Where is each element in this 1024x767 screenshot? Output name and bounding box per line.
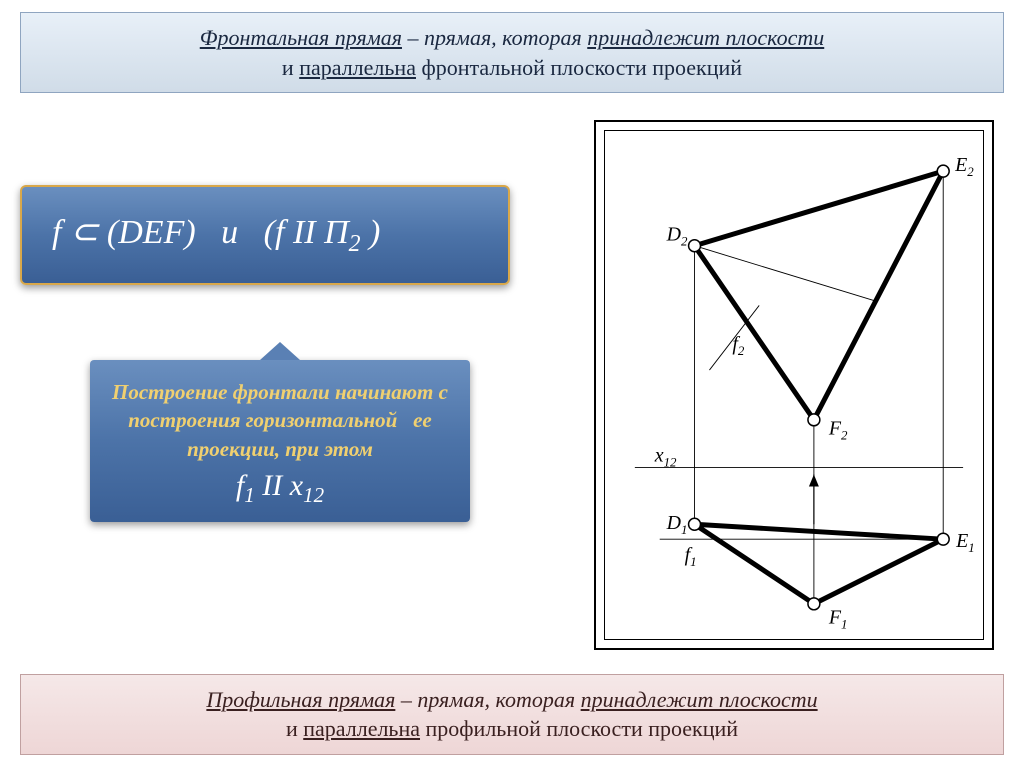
belongs: принадлежит плоскости (587, 25, 824, 50)
parallel: параллельна (299, 55, 416, 80)
parallel: параллельна (303, 716, 420, 741)
formula-box: f ⊂ (DEF) u (f II П2 ) (20, 185, 510, 285)
term: Профильная прямая (206, 687, 395, 712)
term: Фронтальная прямая (200, 25, 402, 50)
svg-text:E1: E1 (955, 530, 975, 555)
definition-banner-profile: Профильная прямая – прямая, которая прин… (20, 674, 1004, 755)
formula-math: f ⊂ (DEF) u (f II П2 ) (52, 212, 380, 258)
construction-note: Построение фронтали начинают с построени… (90, 360, 470, 522)
svg-text:F1: F1 (828, 607, 848, 632)
svg-text:f2: f2 (732, 333, 745, 358)
svg-text:x12: x12 (654, 445, 677, 470)
belongs: принадлежит плоскости (581, 687, 818, 712)
svg-text:E2: E2 (954, 154, 974, 179)
svg-text:D1: D1 (666, 512, 688, 537)
diagram-panel: E2 D2 F2 f2 x12 D1 E1 F1 f1 (594, 120, 994, 650)
definition-banner-frontal: Фронтальная прямая – прямая, которая при… (20, 12, 1004, 93)
note-equation: f1 II x12 (110, 469, 450, 508)
svg-text:F2: F2 (828, 418, 848, 443)
note-text: Построение фронтали начинают с построени… (112, 380, 448, 461)
svg-text:D2: D2 (666, 224, 688, 249)
projection-diagram: E2 D2 F2 f2 x12 D1 E1 F1 f1 (605, 131, 983, 639)
svg-text:f1: f1 (685, 544, 697, 569)
